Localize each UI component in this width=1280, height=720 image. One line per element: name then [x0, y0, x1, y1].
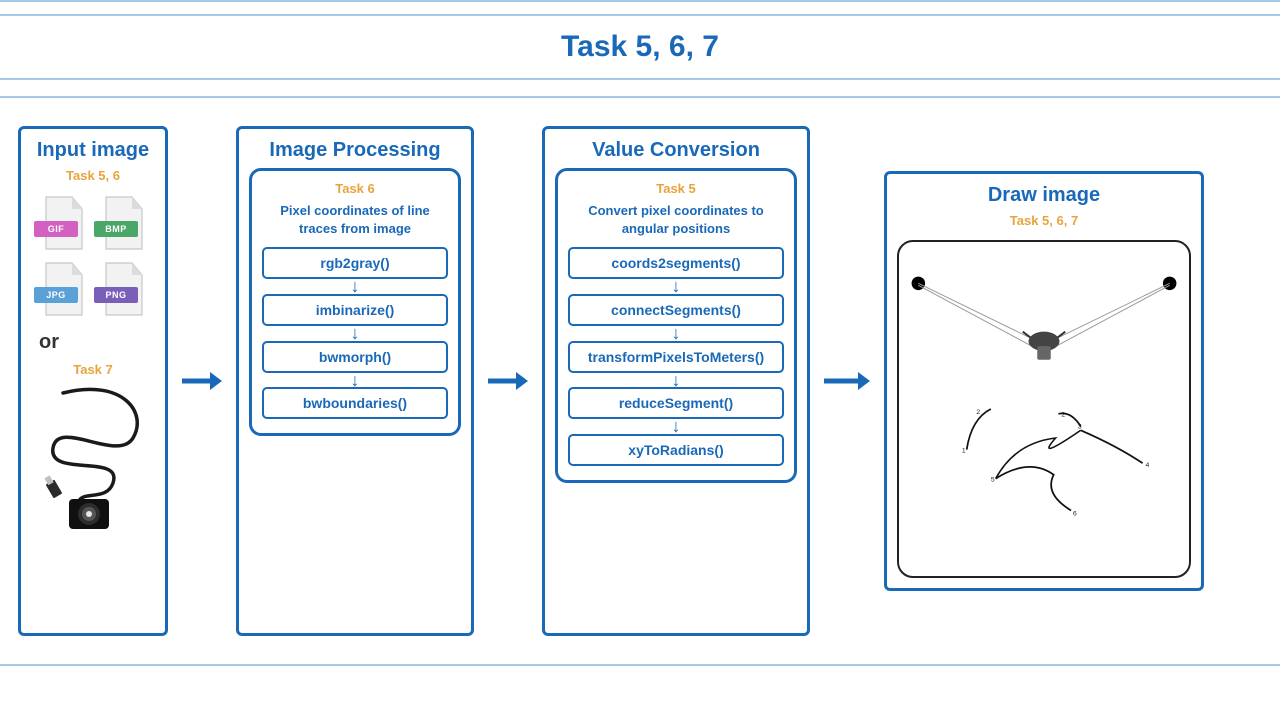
file-label: GIF [34, 221, 78, 237]
file-label: JPG [34, 287, 78, 303]
gap [0, 80, 1280, 96]
down-arrow-icon: ↓ [672, 281, 681, 292]
func-box: bwboundaries() [262, 387, 448, 419]
flow-arrow [488, 369, 528, 393]
down-arrow-icon: ↓ [672, 375, 681, 386]
draw-title: Draw image [988, 184, 1100, 207]
svg-text:2: 2 [976, 409, 980, 416]
svg-text:6: 6 [1073, 510, 1077, 517]
draw-canvas: 1 2 2 3 4 5 6 [897, 240, 1191, 578]
func-box: imbinarize() [262, 294, 448, 326]
processing-title: Image Processing [269, 139, 440, 162]
file-icon: JPG [38, 261, 88, 319]
flow-arrow [824, 369, 870, 393]
func-box: reduceSegment() [568, 387, 784, 419]
processing-subtitle: Pixel coordinates of line traces from im… [262, 202, 448, 237]
flow-arrow [182, 369, 222, 393]
draw-task-label: Task 5, 6, 7 [1010, 213, 1078, 228]
down-arrow-icon: ↓ [351, 328, 360, 339]
func-box: transformPixelsToMeters() [568, 341, 784, 373]
input-title: Input image [37, 139, 149, 162]
processing-inner: Task 6 Pixel coordinates of line traces … [249, 168, 461, 436]
conversion-subtitle: Convert pixel coordinates to angular pos… [568, 202, 784, 237]
conversion-box: Value Conversion Task 5 Convert pixel co… [542, 126, 810, 636]
svg-text:5: 5 [991, 477, 995, 484]
draw-box: Draw image Task 5, 6, 7 1 2 [884, 171, 1204, 591]
file-icon: PNG [98, 261, 148, 319]
conversion-inner: Task 5 Convert pixel coordinates to angu… [555, 168, 797, 483]
diagram-area: Input image Task 5, 6 GIF BMP JPG PNG or… [0, 96, 1280, 666]
conversion-title: Value Conversion [592, 139, 760, 162]
file-icons-grid: GIF BMP JPG PNG [38, 195, 148, 319]
input-task-label: Task 5, 6 [66, 168, 120, 183]
down-arrow-icon: ↓ [672, 328, 681, 339]
file-label: BMP [94, 221, 138, 237]
top-rule [0, 0, 1280, 14]
webcam-illustration [33, 383, 153, 533]
file-icon: GIF [38, 195, 88, 253]
func-box: bwmorph() [262, 341, 448, 373]
processing-task-label: Task 6 [335, 181, 375, 196]
processing-box: Image Processing Task 6 Pixel coordinate… [236, 126, 474, 636]
func-box: connectSegments() [568, 294, 784, 326]
svg-text:1: 1 [962, 448, 966, 455]
conversion-task-label: Task 5 [656, 181, 696, 196]
down-arrow-icon: ↓ [672, 421, 681, 432]
down-arrow-icon: ↓ [351, 375, 360, 386]
title-band: Task 5, 6, 7 [0, 14, 1280, 80]
input-box: Input image Task 5, 6 GIF BMP JPG PNG or… [18, 126, 168, 636]
down-arrow-icon: ↓ [351, 281, 360, 292]
or-label: or [31, 331, 59, 354]
page-title: Task 5, 6, 7 [0, 30, 1280, 64]
func-box: rgb2gray() [262, 247, 448, 279]
func-box: xyToRadians() [568, 434, 784, 466]
func-box: coords2segments() [568, 247, 784, 279]
file-label: PNG [94, 287, 138, 303]
input-task-label-2: Task 7 [73, 362, 113, 377]
file-icon: BMP [98, 195, 148, 253]
svg-text:4: 4 [1146, 462, 1150, 469]
